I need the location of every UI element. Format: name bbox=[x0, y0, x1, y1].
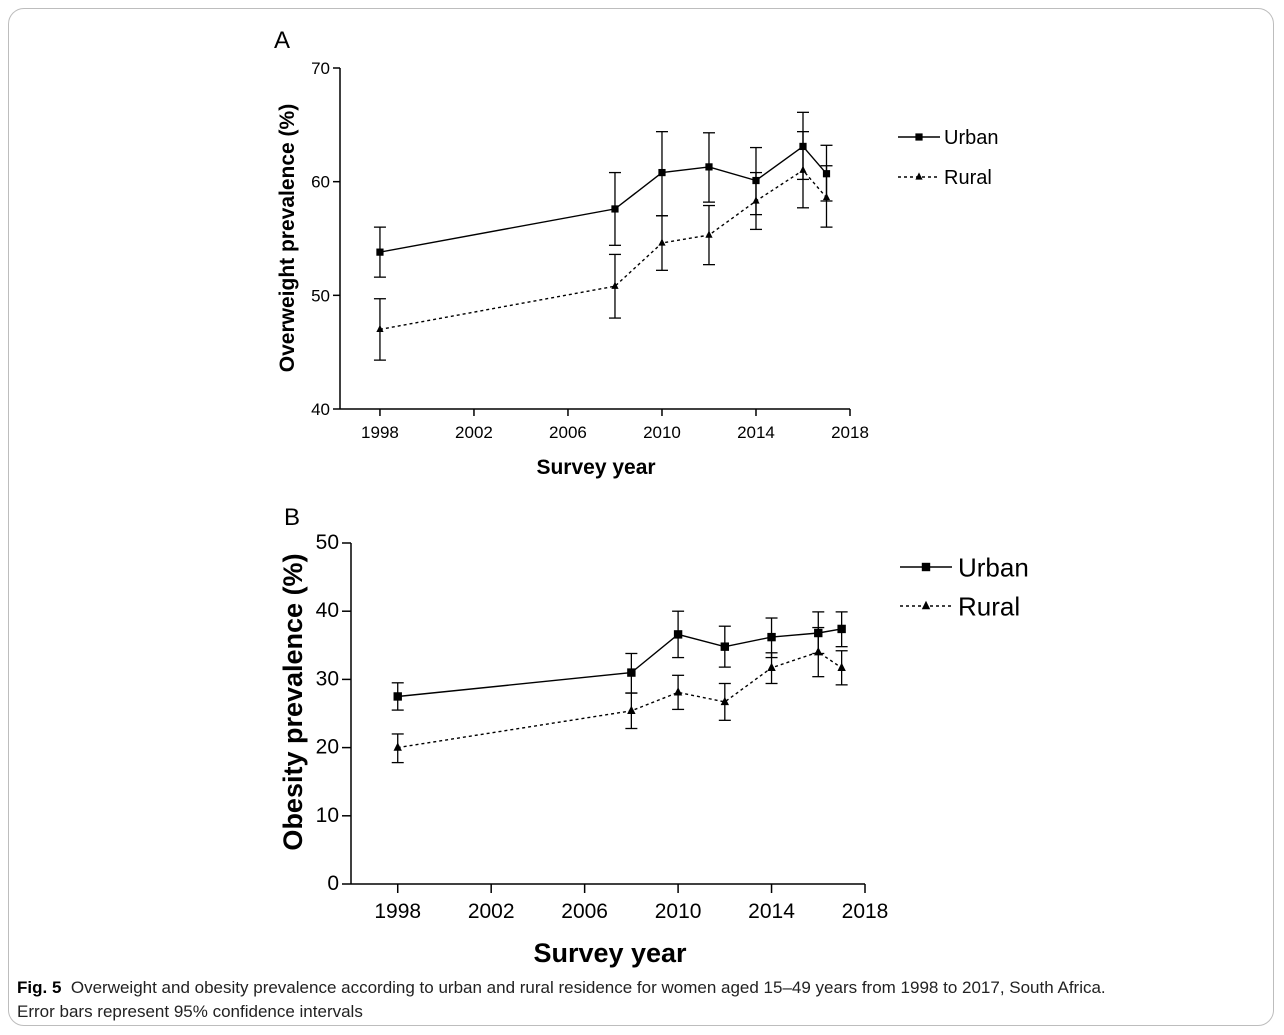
panel-a-legend-urban-label: Urban bbox=[944, 127, 998, 149]
panel-a-x-tick-label: 1998 bbox=[361, 423, 399, 442]
panel-b-urban-point bbox=[720, 642, 730, 651]
panel-a-x-tick-label: 2014 bbox=[737, 423, 775, 442]
panel-a-y-tick-label: 70 bbox=[311, 59, 330, 78]
figure-canvas: A Survey year Overweight prevalence (%) … bbox=[274, 27, 1029, 968]
panel-b-letter: B bbox=[284, 504, 300, 531]
panel-a-rural-point bbox=[799, 165, 807, 173]
panel-a-y-tick-label: 60 bbox=[311, 173, 330, 192]
panel-b-rural-point bbox=[837, 662, 846, 672]
panel-a-letter: A bbox=[274, 27, 290, 54]
panel-b-y-tick-label: 30 bbox=[316, 667, 339, 690]
panel-a-legend-rural-label: Rural bbox=[944, 167, 992, 189]
panel-b-y-tick-label: 0 bbox=[327, 872, 339, 895]
panel-b-rural-point bbox=[673, 687, 683, 696]
panel-b-x-tick-label: 2014 bbox=[748, 900, 795, 923]
panel-a-legend-rural-marker bbox=[915, 172, 923, 180]
panel-a-x-tick-label: 2018 bbox=[831, 423, 869, 442]
panel-a-xlabel: Survey year bbox=[536, 456, 655, 479]
panel-a-x-tick-label: 2006 bbox=[549, 423, 587, 442]
panel-a-plot: 40 50 60 70 1998 2002 2006 2010 2014 2018 Urban Rur… bbox=[311, 59, 998, 442]
panel-b-x-tick-label: 2006 bbox=[561, 900, 608, 923]
panel-a-urban-point bbox=[658, 168, 666, 177]
panel-b-urban-point bbox=[767, 632, 776, 642]
panel-a-rural-point bbox=[658, 238, 666, 246]
panel-a-urban-point bbox=[705, 163, 713, 171]
panel-b-urban-point bbox=[393, 692, 402, 701]
panel-b-y-tick-label: 50 bbox=[316, 531, 339, 554]
panel-b-y-tick-label: 40 bbox=[316, 599, 339, 622]
figure-frame bbox=[8, 8, 1274, 1026]
panel-b-legend-rural-label: Rural bbox=[958, 591, 1020, 621]
panel-b-x-tick-label: 2002 bbox=[468, 900, 515, 923]
panel-a-rural-point bbox=[376, 324, 384, 333]
panel-b-y-tick-label: 10 bbox=[316, 804, 339, 827]
caption-line-2: Error bars represent 95% confidence inte… bbox=[17, 1002, 363, 1021]
panel-b-urban-point bbox=[837, 624, 846, 634]
panel-a-urban-line bbox=[379, 145, 828, 253]
panel-a-y-tick-label: 40 bbox=[311, 400, 330, 419]
panel-a-ylabel: Overweight prevalence (%) bbox=[276, 104, 299, 372]
panel-b-urban-point bbox=[673, 630, 683, 639]
panel-b-rural-line bbox=[397, 651, 842, 749]
panel-a-legend-urban-marker bbox=[915, 133, 923, 141]
panel-a-urban-point bbox=[376, 248, 384, 256]
panel-b-rural-point bbox=[393, 742, 402, 751]
panel-a-rural-line bbox=[379, 169, 828, 331]
panel-b-x-tick-label: 1998 bbox=[374, 900, 421, 923]
panel-b-rural-point bbox=[814, 646, 823, 656]
panel-b-legend-urban-marker bbox=[921, 562, 931, 572]
panel-b-x-tick-label: 2010 bbox=[655, 900, 702, 923]
panel-a-rural-point bbox=[705, 230, 713, 238]
caption-line-1: Overweight and obesity prevalence accord… bbox=[70, 978, 1106, 997]
panel-b-ylabel: Obesity prevalence (%) bbox=[278, 553, 308, 850]
panel-a-x-tick-label: 2002 bbox=[455, 423, 493, 442]
panel-b-y-tick-label: 20 bbox=[316, 736, 339, 759]
panel-b-x-tick-label: 2018 bbox=[842, 900, 889, 923]
panel-b-legend-urban-label: Urban bbox=[958, 552, 1029, 582]
caption-label: Fig. 5 bbox=[17, 978, 62, 997]
panel-b-rural-point bbox=[767, 662, 776, 672]
panel-b-rural-point bbox=[627, 705, 636, 714]
panel-b-legend-rural-marker bbox=[921, 600, 931, 610]
panel-b-xlabel: Survey year bbox=[533, 938, 687, 968]
panel-a-rural-point bbox=[822, 192, 831, 201]
panel-b-rural-point bbox=[720, 696, 730, 706]
panel-a-urban-point bbox=[611, 205, 619, 213]
figure-caption: Fig. 5 Overweight and obesity prevalence… bbox=[17, 976, 1267, 1024]
panel-a-x-tick-label: 2010 bbox=[643, 423, 681, 442]
panel-a-rural-point bbox=[752, 196, 760, 204]
panel-a-rural-point bbox=[611, 281, 619, 289]
panel-b-plot: 0 10 20 30 40 50 1998 2002 2006 2010 2014 2018 Urban… bbox=[316, 531, 1029, 923]
panel-b-urban-point bbox=[627, 668, 636, 677]
panel-a-y-tick-label: 50 bbox=[311, 286, 330, 305]
